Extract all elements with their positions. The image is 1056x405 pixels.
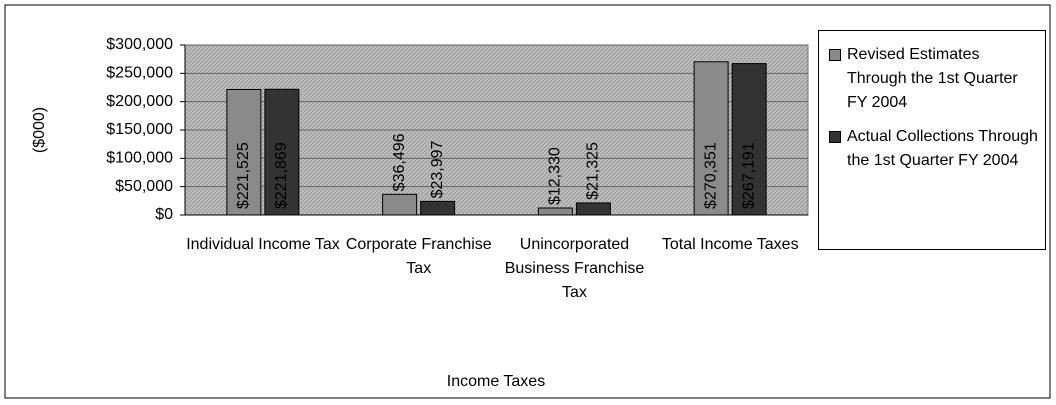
data-label: $23,997 — [429, 140, 446, 198]
legend: Revised Estimates Through the 1st Quarte… — [818, 30, 1046, 250]
x-axis-label: Income Taxes — [447, 373, 545, 390]
data-label: $221,525 — [235, 142, 252, 209]
y-axis-label: ($000) — [31, 107, 48, 153]
x-tick-label: Corporate Franchise Tax — [345, 236, 492, 277]
y-tick-label: $50,000 — [115, 178, 173, 195]
legend-entry: Actual Collections Through the 1st Quart… — [825, 125, 1039, 173]
bar — [382, 193, 418, 216]
legend-entry: Revised Estimates Through the 1st Quarte… — [825, 43, 1039, 115]
y-tick-label: $0 — [155, 206, 173, 223]
outer-border — [4, 4, 1051, 399]
bar — [537, 207, 573, 216]
data-label: $270,351 — [702, 142, 719, 209]
bar — [420, 200, 456, 216]
data-label: $12,330 — [547, 147, 564, 205]
x-tick-label: Unincorporated Business Franchise Tax — [504, 236, 645, 301]
y-tick-label: $150,000 — [106, 121, 173, 138]
x-tick-label: Individual Income Tax — [186, 236, 340, 253]
x-tick-label: Total Income Taxes — [661, 236, 799, 253]
bar — [575, 202, 611, 216]
y-tick-label: $200,000 — [106, 93, 173, 110]
legend-swatch — [829, 131, 841, 143]
y-tick-label: $100,000 — [106, 150, 173, 167]
legend-label: Revised Estimates Through the 1st Quarte… — [847, 46, 1018, 111]
data-label: $267,191 — [740, 142, 757, 209]
y-tick-label: $250,000 — [106, 65, 173, 82]
data-label: $21,325 — [585, 142, 602, 200]
bar — [731, 63, 767, 216]
legend-label: Actual Collections Through the 1st Quart… — [847, 128, 1038, 169]
data-label: $36,496 — [391, 133, 408, 191]
bar — [693, 61, 729, 216]
data-label: $221,869 — [273, 142, 290, 209]
bar — [226, 88, 262, 216]
legend-swatch — [829, 49, 841, 61]
y-tick-label: $300,000 — [106, 36, 173, 53]
